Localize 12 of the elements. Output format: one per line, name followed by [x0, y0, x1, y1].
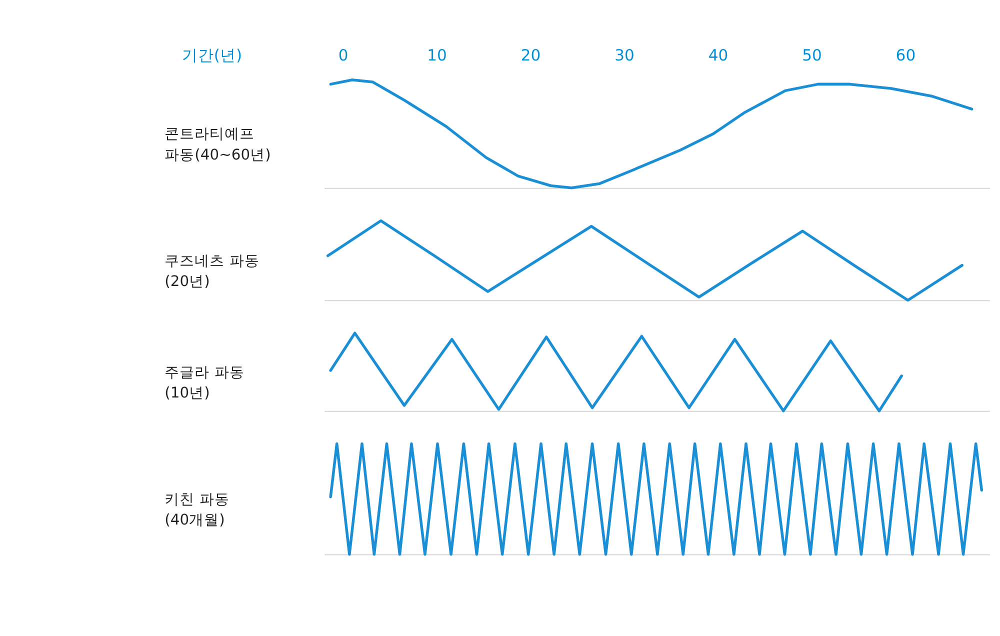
x-tick-label: 0 [338, 46, 348, 64]
x-axis-title: 기간(년) [182, 46, 242, 64]
x-tick-label: 30 [614, 46, 634, 64]
y-axis-title: 콘트라티예프 파동(40~60년) [164, 126, 271, 164]
x-tick-label: 40 [708, 46, 728, 64]
x-tick-label: 60 [896, 46, 916, 64]
y-axis-title: 키친 파동 (40개월) [164, 490, 230, 529]
y-axis-title: 주글라 파동 (10년) [164, 364, 244, 402]
x-tick-label: 10 [427, 46, 447, 64]
x-tick-label: 20 [520, 46, 541, 64]
y-axis-title: 쿠즈네츠 파동 (20년) [164, 252, 260, 290]
x-tick-label: 50 [802, 46, 822, 64]
